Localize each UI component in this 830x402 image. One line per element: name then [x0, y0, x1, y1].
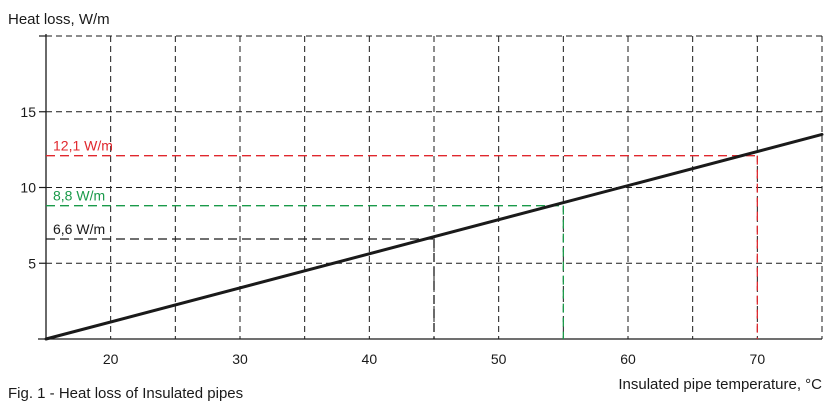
guide-lines	[46, 155, 758, 339]
x-tick-label: 40	[362, 351, 378, 367]
x-tick-label: 70	[750, 351, 766, 367]
annotation-label-0: 12,1 W/m	[53, 138, 113, 154]
x-tick-label: 50	[491, 351, 507, 367]
y-tick-label: 15	[20, 104, 36, 120]
y-tick-label: 5	[28, 255, 36, 271]
y-axis-label: Heat loss, W/m	[8, 11, 110, 28]
annotation-labels: 12,1 W/m 8,8 W/m 6,6 W/m	[53, 138, 113, 237]
x-axis-label: Insulated pipe temperature, °C	[618, 376, 822, 393]
tick-labels: 20 30 40 50 60 70 5 10 15	[20, 104, 765, 367]
annotation-label-1: 8,8 W/m	[53, 188, 105, 204]
x-tick-label: 60	[620, 351, 636, 367]
axes	[38, 34, 822, 340]
x-tick-label: 20	[103, 351, 119, 367]
figure-caption: Fig. 1 - Heat loss of Insulated pipes	[8, 385, 244, 402]
series-layer	[44, 132, 824, 341]
x-tick-label: 30	[232, 351, 248, 367]
annotation-label-2: 6,6 W/m	[53, 221, 105, 237]
grid	[46, 35, 823, 339]
y-tick-label: 10	[20, 180, 36, 196]
series-line-0	[44, 132, 824, 341]
